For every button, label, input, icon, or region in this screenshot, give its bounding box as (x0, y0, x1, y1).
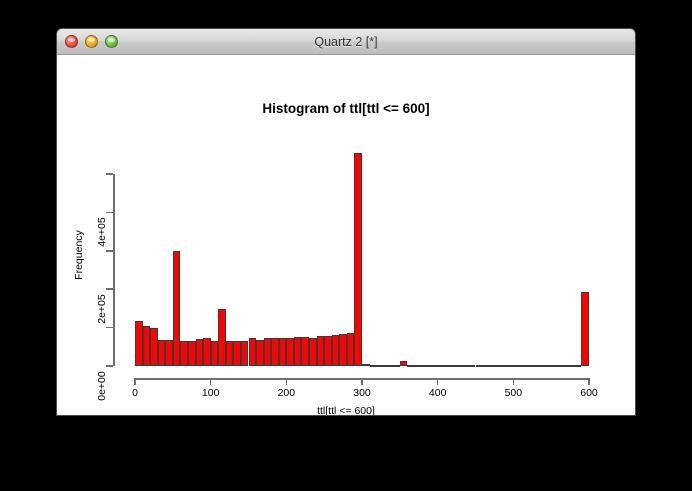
histogram-bar (218, 309, 226, 366)
histogram-bar (233, 340, 241, 366)
histogram-bar (210, 340, 219, 366)
x-axis-label: ttl[ttl <= 600] (317, 405, 375, 416)
minimize-button[interactable] (85, 35, 98, 48)
y-axis-tick (106, 288, 113, 290)
histogram-bar (483, 364, 491, 367)
histogram-bar (399, 360, 408, 366)
x-axis-tick (285, 378, 288, 385)
window-controls (65, 35, 118, 48)
x-axis-tick-label: 400 (428, 387, 447, 399)
histogram-bar (384, 364, 393, 367)
histogram-bar (316, 336, 325, 366)
x-axis-tick-label: 0 (132, 387, 138, 399)
histogram-bar (490, 364, 499, 367)
histogram-bar (150, 327, 158, 366)
histogram-bar (240, 340, 249, 366)
y-axis-tick (106, 365, 113, 367)
histogram-bar (354, 152, 362, 366)
histogram-bar (293, 336, 302, 366)
x-axis-tick (436, 378, 439, 385)
histogram-bar (573, 364, 582, 367)
histogram-bar (142, 325, 151, 366)
histogram-bar (505, 364, 514, 367)
histogram-bar (263, 338, 272, 366)
histogram-bar (369, 364, 378, 367)
x-axis-tick (588, 378, 590, 385)
histogram-bar (452, 364, 461, 367)
histogram-bar (286, 337, 294, 366)
histogram-bar (225, 340, 234, 366)
close-button[interactable] (65, 35, 78, 48)
x-axis-tick-label: 200 (277, 387, 296, 399)
histogram-bar (543, 364, 552, 367)
histogram-bar (271, 337, 279, 366)
histogram-bar (581, 292, 589, 366)
histogram-bar (362, 364, 370, 367)
histogram-bar (346, 332, 355, 366)
histogram-bar (551, 364, 559, 367)
histogram-bar (256, 339, 264, 366)
histogram-bar (324, 336, 332, 366)
histogram-bar (467, 364, 476, 367)
histogram-bar (460, 364, 468, 367)
histogram-bar (558, 364, 567, 367)
y-axis-tick (106, 326, 113, 329)
x-axis-tick-label: 100 (201, 387, 220, 399)
histogram-bar (536, 364, 544, 367)
plot-title: Histogram of ttl[ttl <= 600] (262, 101, 430, 116)
histogram-bar (248, 338, 257, 366)
histogram-bar (165, 339, 173, 366)
histogram-bar (414, 364, 423, 367)
histogram-bar (377, 364, 385, 367)
histogram-bar (195, 339, 204, 366)
window-title: Quartz 2 [*] (314, 35, 378, 49)
x-axis-tick-label: 500 (504, 387, 523, 399)
x-axis-tick-label: 300 (353, 387, 371, 399)
histogram-bar (422, 364, 431, 367)
histogram-bar (430, 364, 438, 367)
histogram-bar (203, 338, 211, 366)
x-axis-tick (361, 378, 363, 385)
histogram-bar (566, 364, 574, 367)
histogram-bar (520, 364, 529, 367)
histogram-bar (445, 364, 453, 367)
histogram-bar (407, 364, 415, 367)
histogram-bar (172, 250, 181, 366)
x-axis-tick (209, 378, 212, 385)
histogram-bar (339, 333, 347, 366)
y-axis-tick (106, 173, 113, 175)
y-axis-tick (106, 250, 113, 252)
window-titlebar[interactable]: Quartz 2 [*] (57, 29, 635, 55)
histogram-plot: Histogram of ttl[ttl <= 600] Frequency t… (57, 55, 635, 415)
histogram-bar (187, 340, 196, 366)
histogram-bar (331, 335, 340, 366)
x-axis-tick (512, 378, 515, 385)
x-axis-tick (134, 378, 136, 385)
histogram-bar (309, 337, 317, 366)
histogram-bar (392, 364, 400, 367)
y-axis-tick (106, 211, 113, 214)
zoom-button[interactable] (105, 35, 118, 48)
histogram-bar (498, 364, 506, 367)
histogram-bar (301, 336, 310, 366)
histogram-bar (475, 364, 484, 367)
histogram-bar (513, 364, 521, 367)
histogram-bar (528, 364, 537, 367)
histogram-bar (180, 340, 188, 366)
histogram-bar (278, 338, 287, 366)
y-axis-line (113, 174, 115, 366)
histogram-bars (57, 55, 635, 415)
histogram-bar (135, 320, 143, 366)
quartz-window[interactable]: Quartz 2 [*] Histogram of ttl[ttl <= 600… (56, 28, 636, 416)
histogram-bar (437, 364, 446, 367)
plot-canvas: Histogram of ttl[ttl <= 600] Frequency t… (57, 55, 635, 415)
histogram-bar (157, 339, 166, 366)
x-axis-tick-label: 600 (580, 387, 598, 399)
